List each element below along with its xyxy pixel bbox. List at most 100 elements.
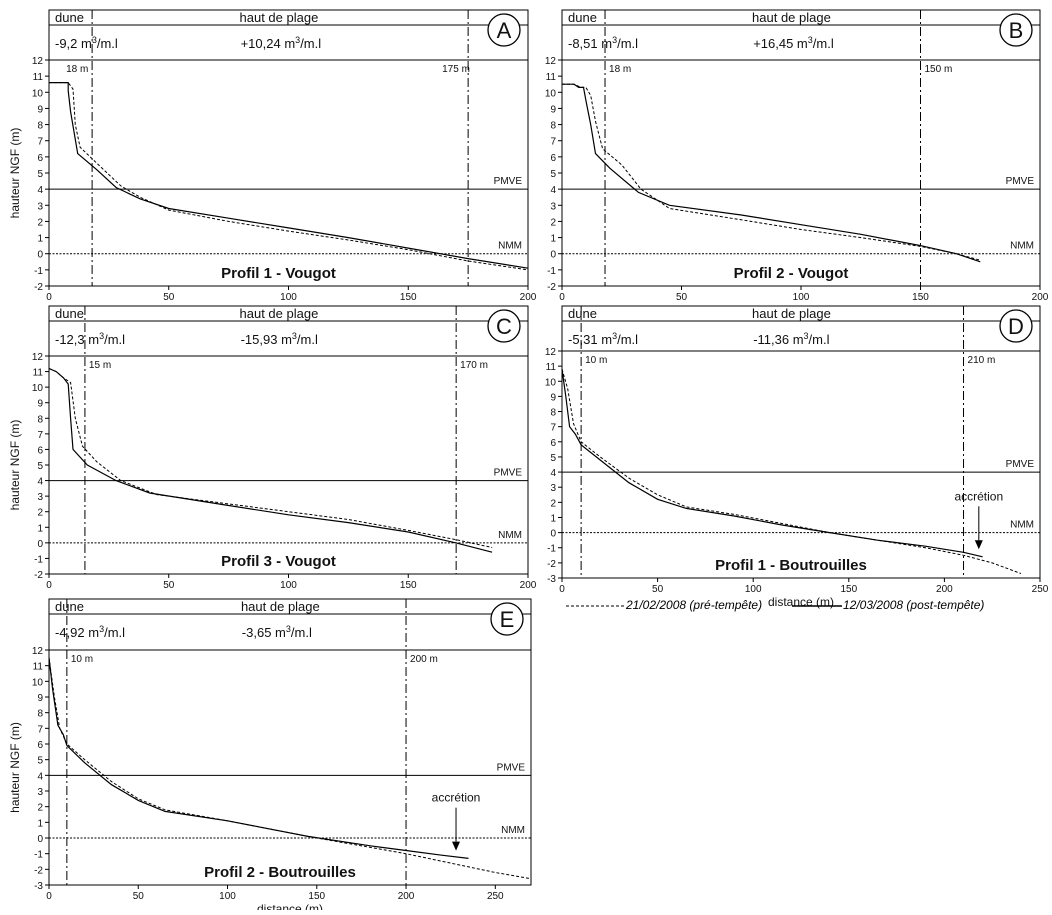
y-tick-label: 9 — [550, 392, 556, 403]
chart-panel-a: dune haut de plage -9,2 m3/m.l +10,24 m3/m.… — [8, 9, 537, 303]
y-tick-label: 10 — [32, 383, 44, 394]
y-tick-label: 10 — [32, 88, 44, 99]
reference-label-nmm: NMM — [501, 825, 525, 836]
volume-dune: -12,3 m3/m.l — [55, 331, 125, 347]
y-tick-label: 9 — [37, 104, 43, 115]
y-tick-label: 6 — [37, 740, 43, 751]
chart-panel-b: dune haut de plage -8,51 m3/m.l +16,45 m3/m… — [545, 9, 1049, 303]
y-tick-label: 8 — [550, 121, 556, 132]
y-tick-label: 4 — [550, 185, 556, 196]
plot-frame — [48, 59, 529, 287]
y-tick-label: -3 — [547, 574, 556, 585]
boundary-label: 170 m — [460, 360, 488, 371]
zone-label-haut-de-plage: haut de plage — [240, 306, 319, 321]
y-tick-label: 12 — [545, 347, 557, 358]
x-tick-label: 200 — [936, 584, 953, 595]
y-tick-label: 11 — [33, 368, 44, 379]
boundary-label: 18 m — [609, 64, 631, 75]
x-tick-label: 150 — [400, 580, 417, 591]
y-tick-label: 0 — [37, 250, 43, 261]
x-tick-label: 150 — [840, 584, 857, 595]
y-tick-label: 1 — [37, 818, 43, 829]
profile-title: Profil 2 - Boutrouilles — [204, 864, 356, 881]
series-pre-storm — [49, 82, 529, 271]
volume-dune: -8,51 m3/m.l — [568, 35, 638, 51]
y-tick-label: 7 — [550, 137, 556, 148]
y-tick-label: 2 — [37, 508, 43, 519]
zone-label-dune: dune — [55, 10, 84, 25]
y-tick-label: -1 — [547, 544, 556, 555]
legend-post-label: 12/03/2008 (post-tempête) — [843, 598, 985, 612]
y-tick-label: 11 — [546, 72, 557, 83]
x-tick-label: 100 — [219, 891, 236, 902]
y-tick-label: -1 — [34, 266, 43, 277]
y-tick-label: 3 — [550, 483, 556, 494]
y-tick-label: 10 — [545, 88, 557, 99]
profile-title: Profil 3 - Vougot — [221, 553, 336, 570]
profile-title: Profil 1 - Vougot — [221, 265, 336, 282]
legend-pre-swatch — [566, 605, 626, 607]
x-tick-label: 0 — [559, 292, 565, 303]
x-tick-label: 200 — [520, 580, 537, 591]
panel-letter-badge — [487, 309, 521, 343]
reference-label-pmve: PMVE — [494, 176, 523, 187]
y-tick-label: 11 — [546, 362, 557, 373]
x-tick-label: 150 — [308, 891, 325, 902]
series-post-storm — [49, 82, 529, 269]
plot-frame — [561, 350, 1041, 579]
x-tick-label: 100 — [745, 584, 762, 595]
zone-label-haut-de-plage: haut de plage — [241, 599, 320, 614]
boundary-label: 15 m — [89, 360, 111, 371]
x-tick-label: 150 — [912, 292, 929, 303]
y-tick-label: 3 — [37, 492, 43, 503]
y-tick-label: 8 — [37, 709, 43, 720]
x-tick-label: 0 — [46, 891, 52, 902]
y-tick-label: 5 — [550, 453, 556, 464]
plot-frame — [561, 59, 1041, 287]
zone-label-dune: dune — [55, 599, 84, 614]
annotation-arrowhead — [452, 841, 461, 851]
zone-label-haut-de-plage: haut de plage — [752, 10, 831, 25]
y-tick-label: 0 — [37, 834, 43, 845]
boundary-label: 175 m — [442, 64, 470, 75]
y-axis-label: hauteur NGF (m) — [8, 128, 22, 219]
boundary-label: 10 m — [71, 654, 93, 665]
profile-title: Profil 2 - Vougot — [734, 265, 849, 282]
y-tick-label: 0 — [550, 529, 556, 540]
y-tick-label: 2 — [550, 498, 556, 509]
x-tick-label: 50 — [163, 580, 175, 591]
boundary-label: 200 m — [410, 654, 438, 665]
y-axis-label: hauteur NGF (m) — [8, 722, 22, 813]
chart-panel-d: dune haut de plage -5,31 m3/m.l -11,36 m3/m… — [545, 305, 1049, 609]
panel-letter: C — [496, 314, 512, 339]
reference-label-nmm: NMM — [498, 530, 522, 541]
panel-letter-badge — [490, 602, 524, 636]
series-post-storm — [562, 83, 981, 263]
y-tick-label: -2 — [34, 570, 43, 581]
series-pre-storm — [562, 83, 981, 261]
series-pre-storm — [48, 368, 493, 548]
x-tick-label: 200 — [520, 292, 537, 303]
panel-letter-badge — [999, 13, 1033, 47]
y-tick-label: 7 — [37, 430, 43, 441]
reference-label-pmve: PMVE — [494, 468, 523, 479]
panel-letter: A — [497, 18, 512, 43]
x-tick-label: 0 — [46, 580, 52, 591]
zone-label-dune: dune — [55, 306, 84, 321]
boundary-label: 18 m — [66, 64, 88, 75]
y-tick-label: 5 — [37, 756, 43, 767]
y-tick-label: 5 — [37, 461, 43, 472]
x-tick-label: 100 — [280, 580, 297, 591]
x-tick-label: 100 — [793, 292, 810, 303]
y-tick-label: 4 — [37, 185, 43, 196]
series-pre-storm — [48, 657, 532, 880]
zone-label-dune: dune — [568, 10, 597, 25]
volume-dune: -4,92 m3/m.l — [55, 624, 125, 640]
annotation-arrowhead — [974, 540, 983, 550]
y-tick-label: 12 — [32, 646, 44, 657]
y-tick-label: 2 — [37, 803, 43, 814]
x-tick-label: 200 — [1032, 292, 1049, 303]
x-tick-label: 150 — [400, 292, 417, 303]
y-tick-label: 3 — [37, 787, 43, 798]
